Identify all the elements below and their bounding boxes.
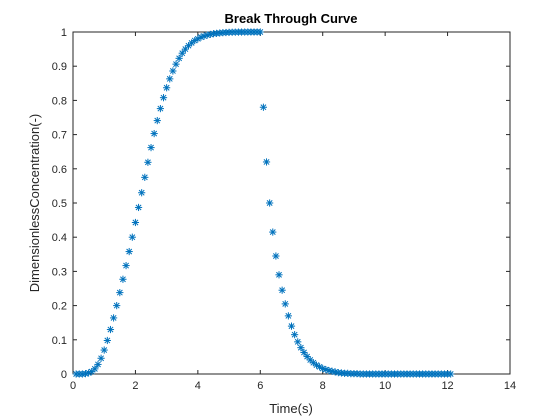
data-point <box>166 75 174 83</box>
x-tick-label: 0 <box>70 380 76 392</box>
data-point <box>156 105 164 113</box>
data-point <box>122 261 130 270</box>
x-tick-label: 4 <box>195 380 201 392</box>
x-tick-label: 14 <box>504 380 516 392</box>
x-axis-label: Time(s) <box>269 401 313 416</box>
y-tick-label: 0.5 <box>52 198 67 210</box>
data-point <box>116 289 124 297</box>
data-point <box>447 370 455 378</box>
data-point <box>103 336 111 345</box>
x-tick-label: 8 <box>320 380 326 392</box>
data-point <box>113 302 121 310</box>
data-point <box>159 94 168 102</box>
data-point <box>291 331 299 339</box>
data-point <box>147 143 155 152</box>
y-tick-label: 0.6 <box>52 164 67 176</box>
y-tick-label: 0.7 <box>52 130 67 142</box>
data-point <box>178 49 186 57</box>
data-point <box>100 346 108 354</box>
data-markers <box>72 28 455 378</box>
x-tick-label: 2 <box>132 380 138 392</box>
data-point <box>269 228 277 236</box>
data-point <box>169 67 177 75</box>
chart-title: Break Through Curve <box>225 11 358 26</box>
data-point <box>322 365 330 374</box>
data-point <box>259 103 268 111</box>
data-point <box>150 129 158 138</box>
data-point <box>175 54 183 62</box>
data-point <box>284 312 292 320</box>
x-tick-label: 10 <box>379 380 391 392</box>
data-point <box>278 286 286 294</box>
y-tick-label: 0.3 <box>52 266 67 278</box>
data-point <box>91 365 99 373</box>
data-point <box>141 173 149 181</box>
y-tick-label: 0.1 <box>52 335 67 347</box>
data-point <box>94 360 102 369</box>
data-point <box>138 189 146 197</box>
y-axis-label: DimensionlessConcentration(-) <box>27 114 42 292</box>
data-point <box>172 60 180 68</box>
y-tick-label: 0.9 <box>52 61 67 73</box>
data-point <box>109 314 118 322</box>
y-tick-label: 0 <box>61 369 67 381</box>
y-tick-label: 1 <box>61 27 67 39</box>
data-point <box>153 116 161 125</box>
data-point <box>106 325 115 334</box>
data-point <box>300 348 308 357</box>
data-point <box>272 252 280 260</box>
data-point <box>287 322 296 330</box>
y-tick-label: 0.4 <box>52 232 67 244</box>
axes: 0 2 4 6 8 10 12 14 0 0.1 0.2 0.3 0.4 0.5 0.6 0.7 0.8 0.9 1 <box>52 27 516 392</box>
x-tick-label: 6 <box>257 380 263 392</box>
x-tick-label: 12 <box>441 380 453 392</box>
y-tick-label: 0.2 <box>52 301 67 313</box>
data-point <box>144 158 152 166</box>
data-point <box>128 233 136 241</box>
data-point <box>281 300 289 308</box>
data-point <box>119 275 127 283</box>
data-point <box>275 271 283 279</box>
data-point <box>97 354 105 362</box>
data-point <box>256 28 264 36</box>
y-tick-label: 0.8 <box>52 95 67 107</box>
data-point <box>134 203 143 212</box>
data-point <box>266 199 274 207</box>
data-point <box>294 338 302 346</box>
data-point <box>163 84 171 92</box>
data-point <box>262 158 271 166</box>
data-point <box>125 247 133 256</box>
data-point <box>297 344 305 352</box>
data-point <box>131 218 140 227</box>
